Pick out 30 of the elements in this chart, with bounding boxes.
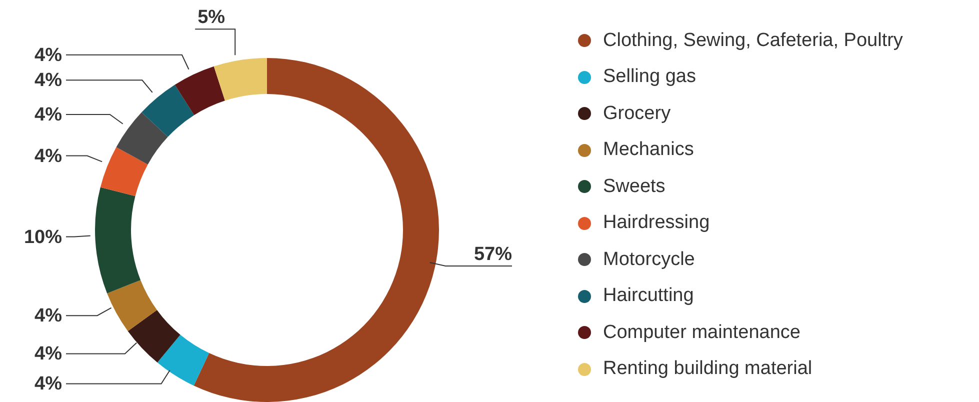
legend-label: Renting building material bbox=[603, 358, 812, 380]
donut-slice bbox=[95, 187, 141, 294]
data-label: 4% bbox=[34, 306, 62, 327]
legend-label: Motorcycle bbox=[603, 248, 695, 271]
donut-slice bbox=[214, 58, 267, 101]
donut-slice bbox=[107, 280, 157, 332]
donut-slice bbox=[100, 147, 148, 196]
legend-label: Mechanics bbox=[603, 139, 694, 162]
data-label: 4% bbox=[34, 344, 62, 365]
data-label: 4% bbox=[34, 146, 62, 167]
legend-label: Hairdressing bbox=[603, 212, 710, 234]
donut-slice bbox=[142, 84, 194, 137]
donut-slice bbox=[116, 112, 168, 164]
data-label: 4% bbox=[34, 104, 62, 126]
data-label: 4% bbox=[34, 44, 62, 66]
data-label: 57% bbox=[474, 244, 512, 266]
legend-label: Sweets bbox=[603, 176, 666, 198]
data-label: 4% bbox=[34, 374, 62, 395]
donut-slice bbox=[194, 58, 439, 402]
donut-slice bbox=[157, 334, 210, 386]
data-label: 10% bbox=[24, 226, 62, 248]
legend-label: Clothing, Sewing, Cafeteria, Poultry bbox=[603, 30, 903, 52]
legend-label: Computer maintenance bbox=[603, 322, 800, 344]
donut-slice bbox=[128, 310, 180, 363]
legend-label: Selling gas bbox=[603, 66, 696, 88]
donut-slice bbox=[174, 66, 225, 116]
data-label: 4% bbox=[34, 70, 62, 92]
legend-label: Haircutting bbox=[603, 285, 694, 308]
data-label: 5% bbox=[198, 7, 226, 28]
legend-label: Grocery bbox=[603, 102, 671, 125]
